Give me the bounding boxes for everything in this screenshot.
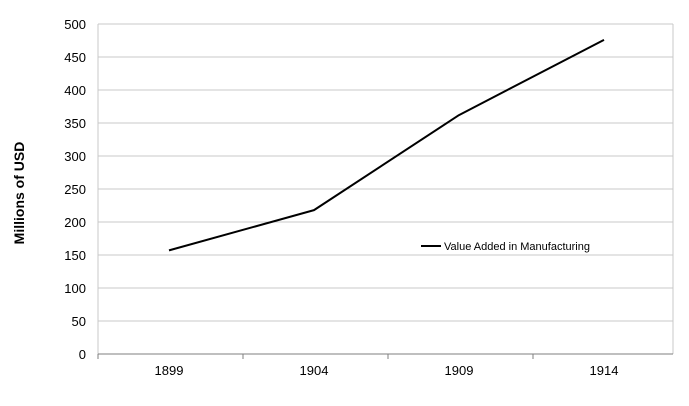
y-tick-labels: 0 50 100 150 200 250 300 350 400 450 500: [64, 17, 86, 362]
y-tick-label-150: 150: [64, 248, 86, 263]
gridlines: [98, 24, 673, 321]
y-tick-label-200: 200: [64, 215, 86, 230]
axes: [98, 24, 673, 359]
x-tick-label-1904: 1904: [300, 363, 329, 378]
y-tick-label-0: 0: [79, 347, 86, 362]
x-tick-label-1914: 1914: [590, 363, 619, 378]
y-axis-title: Millions of USD: [11, 142, 27, 245]
x-tick-label-1899: 1899: [155, 363, 184, 378]
y-tick-label-50: 50: [72, 314, 86, 329]
y-tick-label-350: 350: [64, 116, 86, 131]
y-tick-label-450: 450: [64, 50, 86, 65]
y-tick-label-400: 400: [64, 83, 86, 98]
x-tick-label-1909: 1909: [445, 363, 474, 378]
y-tick-label-500: 500: [64, 17, 86, 32]
y-tick-label-250: 250: [64, 182, 86, 197]
y-tick-label-300: 300: [64, 149, 86, 164]
legend: Value Added in Manufacturing: [421, 241, 590, 253]
y-tick-label-100: 100: [64, 281, 86, 296]
series-lines: [169, 40, 604, 251]
series-line-0: [169, 40, 604, 251]
x-tick-labels: 1899 1904 1909 1914: [155, 363, 619, 378]
legend-label: Value Added in Manufacturing: [444, 241, 590, 253]
